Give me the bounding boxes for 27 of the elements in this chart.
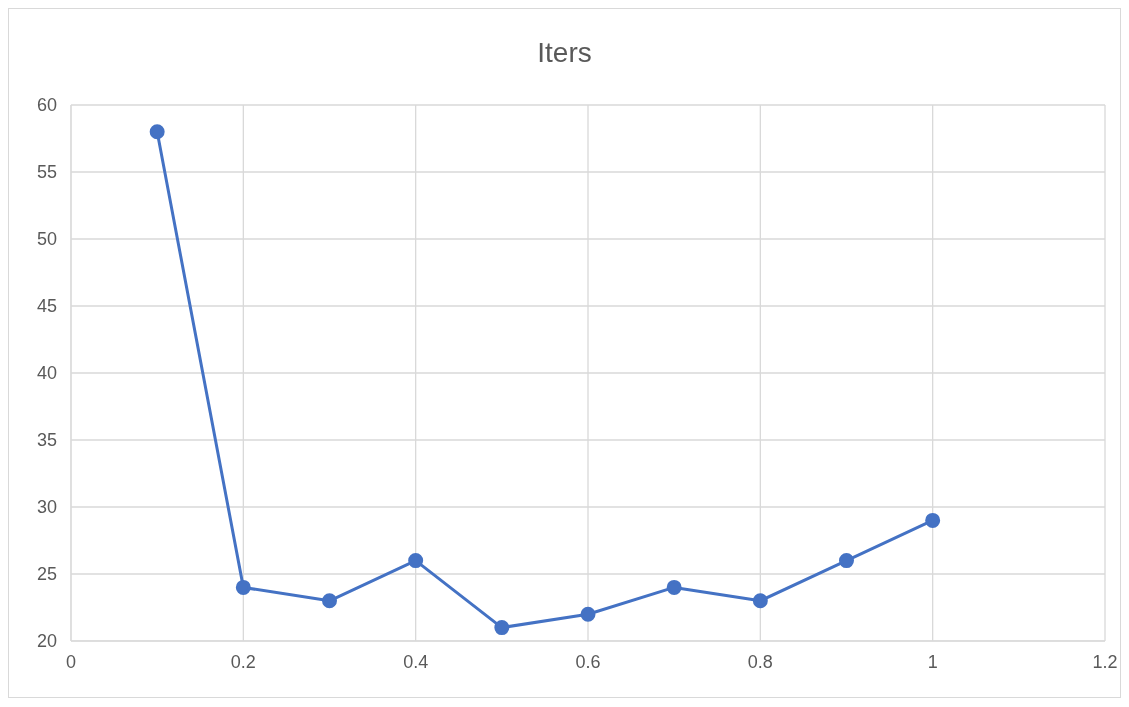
x-tick-label: 0: [65, 651, 77, 672]
chart-title: Iters: [536, 37, 593, 70]
point: [408, 553, 424, 569]
point: [925, 512, 941, 528]
y-tick-label: 30: [36, 497, 57, 518]
point: [666, 579, 682, 595]
y-tick-label: 40: [36, 363, 57, 384]
y-tick-label: 25: [36, 564, 57, 585]
point: [580, 606, 596, 622]
point: [149, 124, 165, 140]
y-tick-label: 35: [36, 430, 57, 451]
point: [235, 579, 251, 595]
x-tick-label: 1.2: [1092, 651, 1118, 672]
point: [839, 553, 854, 569]
x-tick-label: 1: [927, 651, 938, 672]
x-tick-label: 0.2: [230, 651, 256, 672]
x-tick-label: 0.4: [403, 651, 429, 672]
y-tick-label: 45: [36, 296, 57, 317]
y-tick-label: 20: [36, 631, 57, 652]
y-tick-label: 55: [36, 162, 57, 183]
point: [322, 593, 337, 609]
point: [494, 620, 510, 636]
y-tick-label: 60: [36, 95, 57, 116]
x-tick-label: 0.8: [747, 651, 773, 672]
x-tick-label: 0.6: [575, 651, 601, 672]
y-tick-label: 50: [36, 229, 57, 250]
point: [752, 593, 768, 609]
